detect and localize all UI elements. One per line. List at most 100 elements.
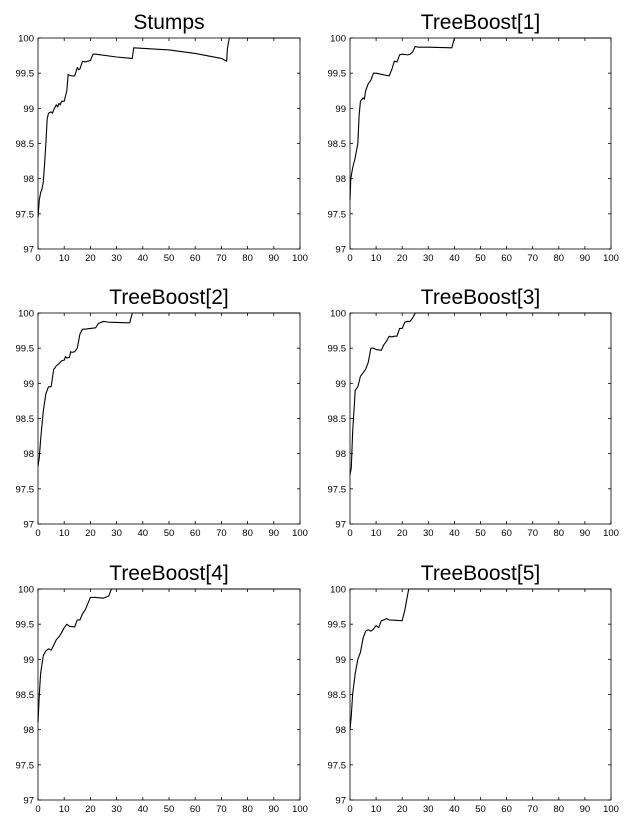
y-tick-label: 97: [23, 796, 34, 807]
x-tick-label: 60: [190, 528, 201, 539]
x-tick-label: 90: [580, 804, 591, 815]
x-tick-label: 10: [371, 804, 382, 815]
chart-panel-3: TreeBoost[2] 0 10 20 30 40 50 60 70 80 90 100 97 97.5…: [16, 286, 308, 539]
y-tick-label: 99.5: [16, 620, 35, 631]
y-tick-label: 97.5: [328, 760, 347, 771]
y-tick-label: 98.5: [328, 690, 347, 701]
x-tick-label: 40: [449, 253, 460, 264]
x-tick-label: 0: [35, 804, 40, 815]
x-tick-label: 80: [242, 253, 253, 264]
series-line: [349, 312, 611, 475]
chart-panel-1: Stumps 0 10 20 30 40 50 60 70 80 90 100 97 97.5 98 98.5…: [16, 11, 308, 264]
panel-title: TreeBoost[4]: [109, 562, 228, 585]
y-tick-label: 98.5: [328, 139, 347, 150]
x-tick-label: 40: [449, 528, 460, 539]
plot-frame: [349, 312, 612, 525]
x-tick-label: 40: [138, 528, 149, 539]
x-tick-label: 30: [423, 253, 434, 264]
series-line: [37, 37, 300, 218]
chart-panel-2: TreeBoost[1] 0 10 20 30 40 50 60 70 80 90 100 97 97.5…: [328, 11, 619, 264]
x-tick-label: 0: [347, 804, 352, 815]
y-tick-label: 100: [18, 309, 34, 320]
x-tick-label: 20: [397, 253, 408, 264]
y-tick-label: 99.5: [328, 344, 347, 355]
x-tick-label: 50: [475, 253, 486, 264]
x-tick-label: 60: [501, 528, 512, 539]
y-tick-label: 97: [23, 520, 34, 531]
x-tick-label: 80: [554, 804, 565, 815]
plot-frame: [349, 37, 612, 250]
y-tick-label: 98.5: [328, 414, 347, 425]
x-tick-label: 100: [292, 804, 308, 815]
chart-panel-5: TreeBoost[4] 0 10 20 30 40 50 60 70 80 90 100 97 97.5…: [16, 562, 308, 815]
x-tick-label: 50: [164, 253, 175, 264]
x-tick-label: 40: [138, 253, 149, 264]
y-tick-label: 99.5: [16, 344, 35, 355]
y-tick-label: 99: [23, 379, 34, 390]
y-tick-label: 98: [335, 449, 346, 460]
panel-title: TreeBoost[2]: [109, 286, 228, 309]
y-tick-label: 99: [23, 104, 34, 115]
x-tick-label: 100: [603, 528, 619, 539]
x-tick-label: 0: [347, 528, 352, 539]
series-line: [349, 588, 611, 730]
x-tick-label: 70: [527, 804, 538, 815]
x-tick-label: 70: [527, 253, 538, 264]
y-tick-label: 98.5: [16, 139, 35, 150]
x-tick-label: 0: [35, 528, 40, 539]
y-tick-label: 99: [335, 655, 346, 666]
x-tick-label: 20: [85, 804, 96, 815]
x-tick-label: 60: [190, 804, 201, 815]
x-tick-label: 80: [242, 804, 253, 815]
x-tick-label: 40: [138, 804, 149, 815]
panel-title: TreeBoost[3]: [421, 286, 540, 309]
x-tick-label: 90: [269, 804, 280, 815]
y-tick-label: 100: [18, 585, 34, 596]
x-tick-label: 80: [554, 253, 565, 264]
x-tick-label: 80: [242, 528, 253, 539]
x-tick-label: 90: [269, 528, 280, 539]
y-tick-label: 98: [335, 174, 346, 185]
y-tick-label: 97: [335, 245, 346, 256]
y-tick-label: 100: [330, 309, 346, 320]
y-tick-label: 98: [335, 725, 346, 736]
x-tick-label: 30: [111, 528, 122, 539]
y-tick-label: 97.5: [16, 760, 35, 771]
y-tick-label: 99.5: [328, 69, 347, 80]
y-tick-label: 99.5: [16, 69, 35, 80]
y-tick-label: 98: [23, 449, 34, 460]
chart-panel-4: TreeBoost[3] 0 10 20 30 40 50 60 70 80 90 100 97 97.5…: [328, 286, 619, 539]
x-tick-label: 50: [475, 528, 486, 539]
y-tick-label: 97.5: [328, 209, 347, 220]
plot-frame: [349, 588, 612, 801]
y-tick-label: 98.5: [16, 414, 35, 425]
x-tick-label: 30: [111, 253, 122, 264]
x-tick-label: 50: [475, 804, 486, 815]
y-tick-label: 99: [335, 379, 346, 390]
x-tick-label: 70: [216, 253, 227, 264]
panel-title: TreeBoost[1]: [421, 11, 540, 34]
x-tick-label: 100: [603, 804, 619, 815]
x-tick-label: 70: [216, 528, 227, 539]
panel-title: TreeBoost[5]: [421, 562, 540, 585]
y-tick-label: 99: [335, 104, 346, 115]
x-tick-label: 100: [292, 528, 308, 539]
plot-frame: [37, 37, 301, 250]
x-tick-label: 60: [190, 253, 201, 264]
y-tick-label: 98: [23, 174, 34, 185]
x-tick-label: 0: [35, 253, 40, 264]
x-tick-label: 50: [164, 528, 175, 539]
x-tick-label: 20: [397, 528, 408, 539]
y-tick-label: 97.5: [16, 484, 35, 495]
x-tick-label: 10: [59, 253, 70, 264]
chart-panel-6: TreeBoost[5] 0 10 20 30 40 50 60 70 80 90 100 97 97.5…: [328, 562, 619, 815]
x-tick-label: 80: [554, 528, 565, 539]
x-tick-label: 20: [397, 804, 408, 815]
x-tick-label: 30: [111, 804, 122, 815]
x-tick-label: 10: [59, 528, 70, 539]
x-tick-label: 0: [347, 253, 352, 264]
x-tick-label: 50: [164, 804, 175, 815]
x-tick-label: 10: [371, 253, 382, 264]
series-line: [37, 588, 300, 723]
